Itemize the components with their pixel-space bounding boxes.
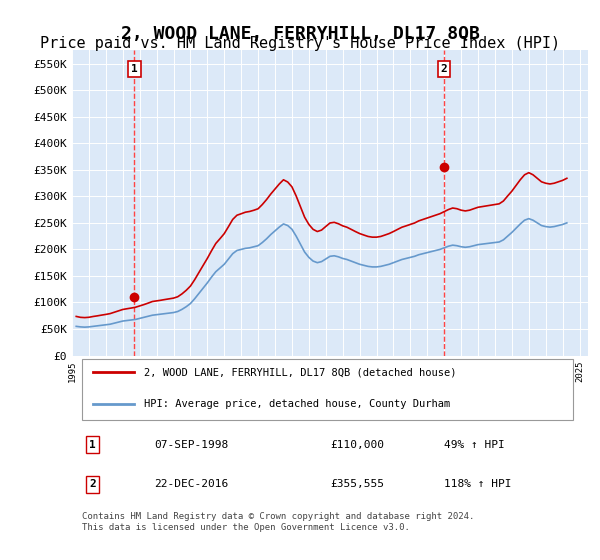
Text: 07-SEP-1998: 07-SEP-1998 (155, 440, 229, 450)
Text: Price paid vs. HM Land Registry's House Price Index (HPI): Price paid vs. HM Land Registry's House … (40, 36, 560, 52)
Text: Contains HM Land Registry data © Crown copyright and database right 2024.
This d: Contains HM Land Registry data © Crown c… (82, 512, 475, 531)
Text: 22-DEC-2016: 22-DEC-2016 (155, 479, 229, 489)
Text: 2: 2 (440, 64, 447, 74)
Text: HPI: Average price, detached house, County Durham: HPI: Average price, detached house, Coun… (144, 399, 451, 409)
Text: 2, WOOD LANE, FERRYHILL, DL17 8QB (detached house): 2, WOOD LANE, FERRYHILL, DL17 8QB (detac… (144, 367, 457, 377)
Text: £355,555: £355,555 (330, 479, 384, 489)
Text: 49% ↑ HPI: 49% ↑ HPI (443, 440, 504, 450)
Text: 1: 1 (89, 440, 96, 450)
Text: 118% ↑ HPI: 118% ↑ HPI (443, 479, 511, 489)
Text: 2: 2 (89, 479, 96, 489)
FancyBboxPatch shape (82, 359, 572, 420)
Text: 2, WOOD LANE, FERRYHILL, DL17 8QB: 2, WOOD LANE, FERRYHILL, DL17 8QB (121, 25, 479, 43)
Text: 1: 1 (131, 64, 138, 74)
Text: £110,000: £110,000 (330, 440, 384, 450)
